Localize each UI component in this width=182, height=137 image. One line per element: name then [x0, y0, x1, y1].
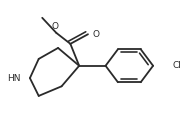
Text: O: O — [51, 22, 58, 31]
Text: O: O — [92, 30, 99, 39]
Text: HN: HN — [8, 74, 21, 83]
Text: Cl: Cl — [172, 61, 181, 70]
